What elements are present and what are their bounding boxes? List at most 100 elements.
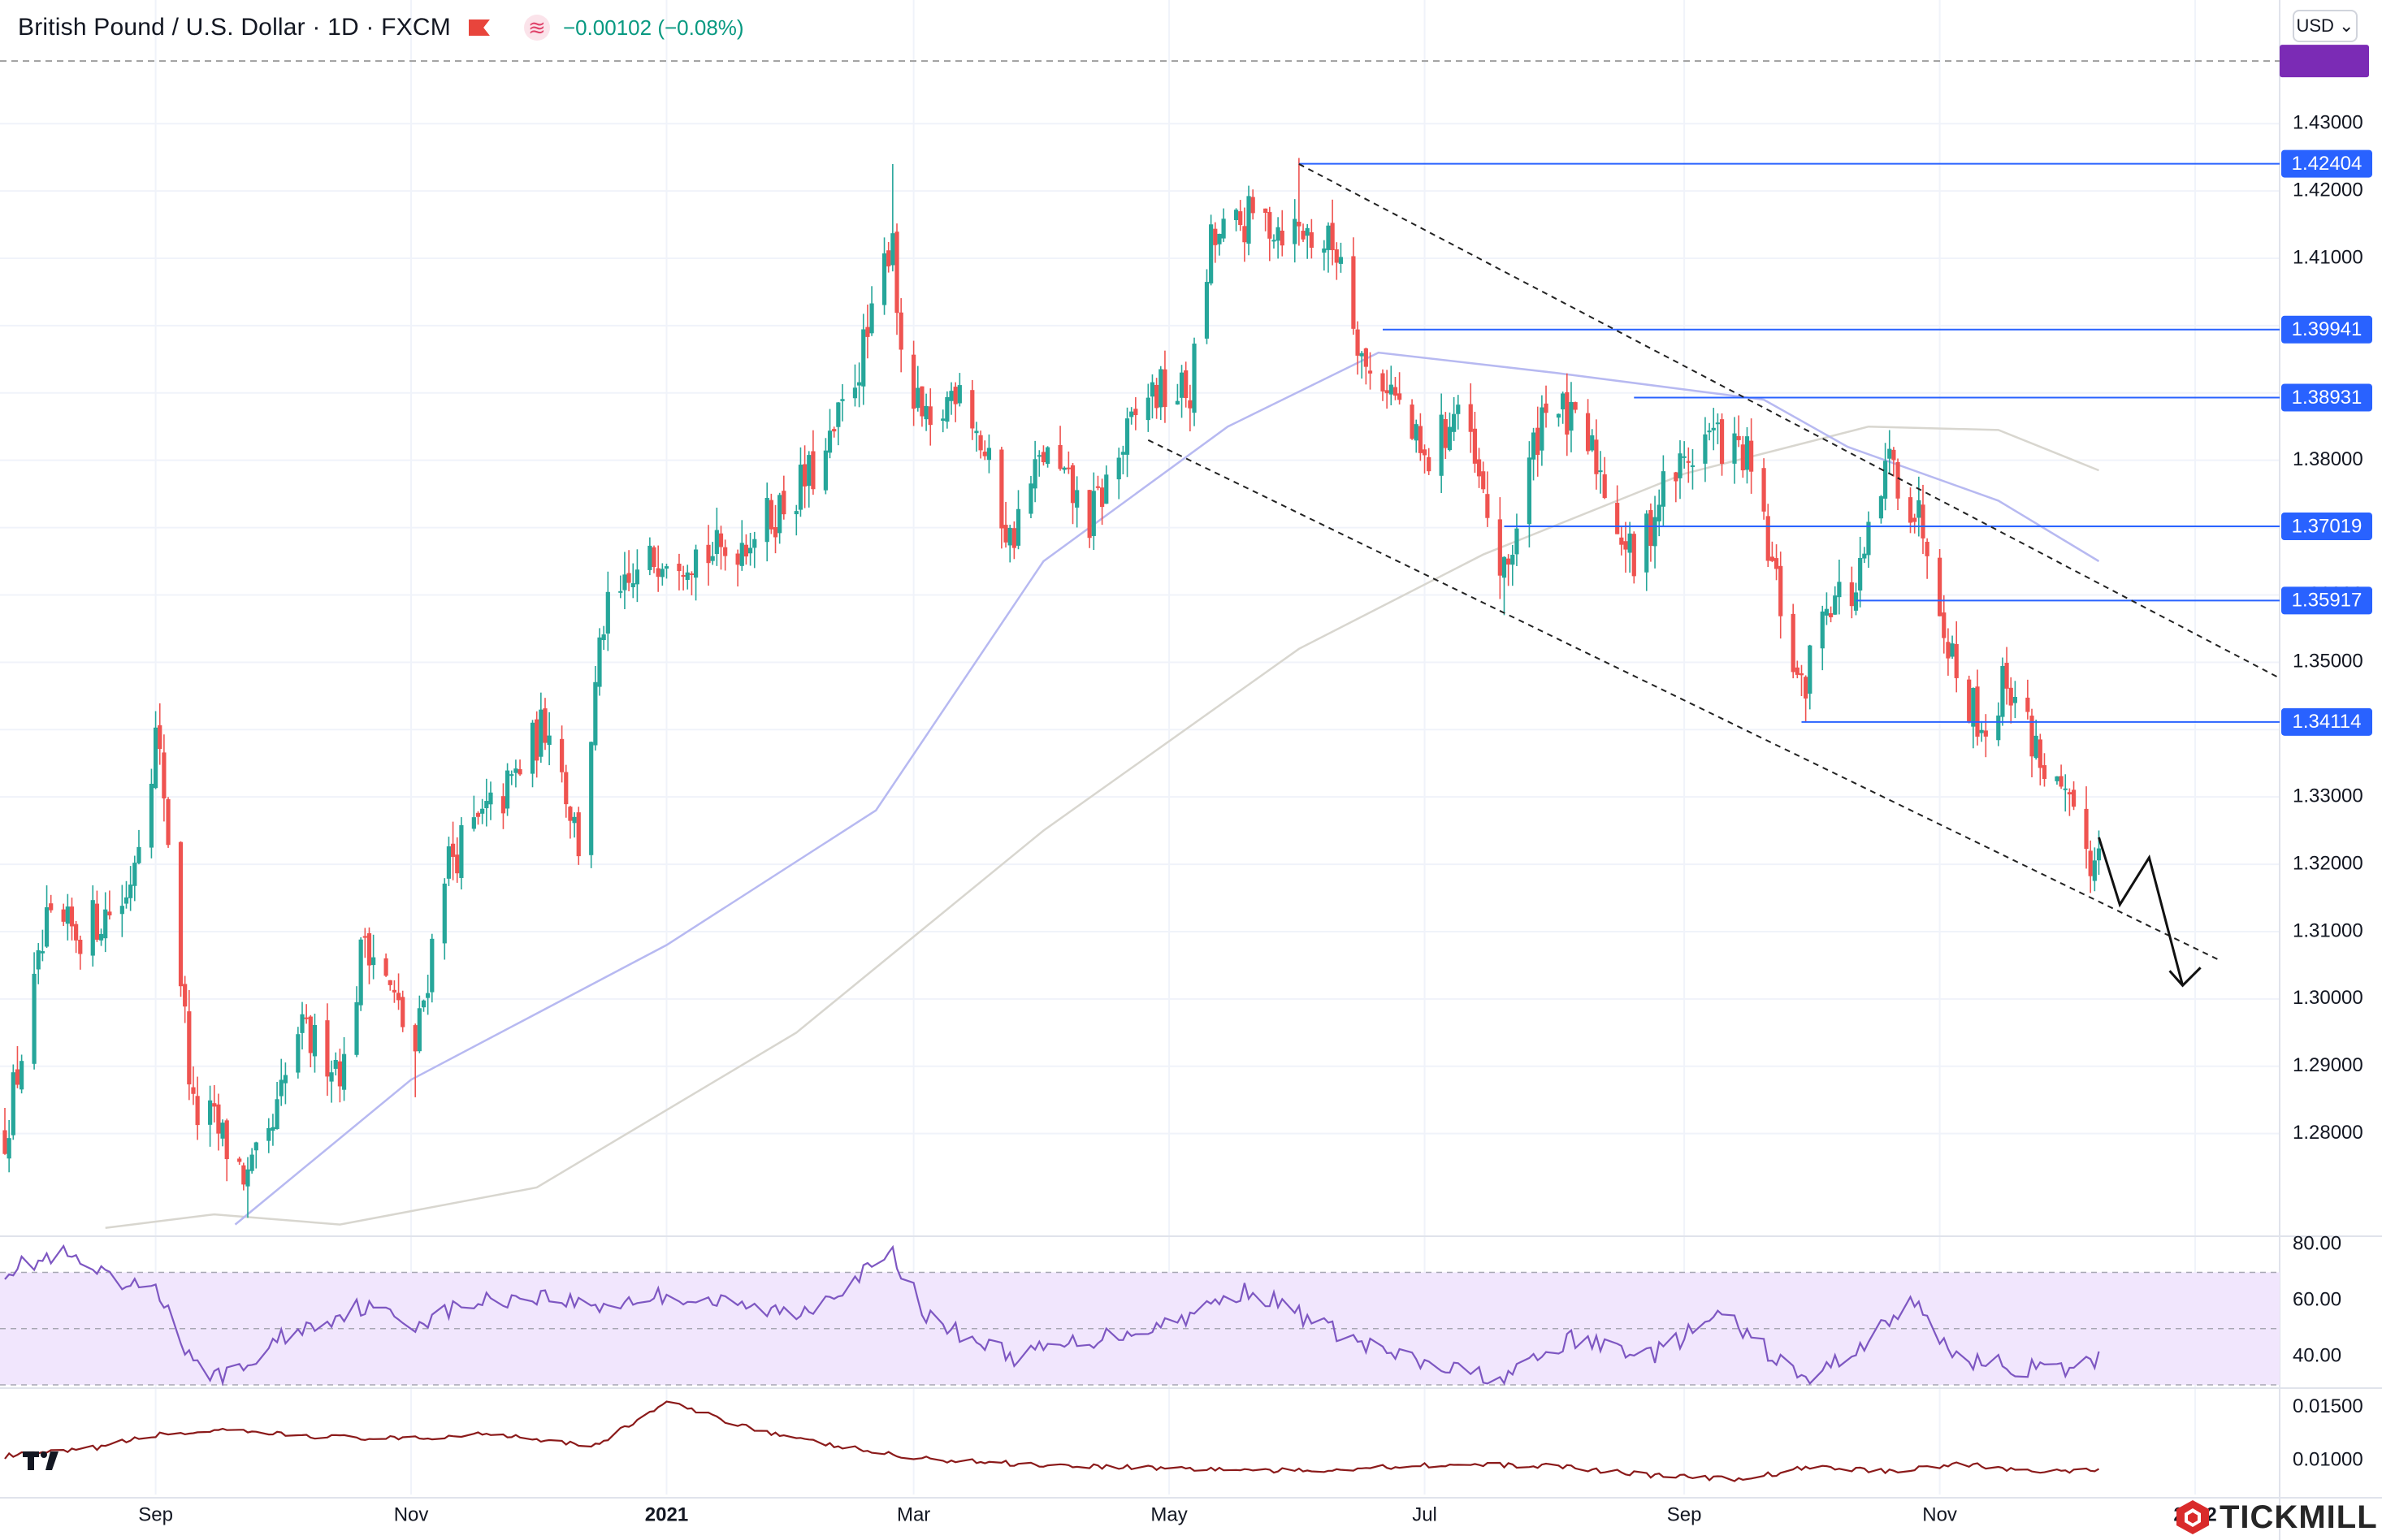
- candle-body[interactable]: [2004, 663, 2009, 689]
- candle-body[interactable]: [1967, 679, 1972, 722]
- candle-body[interactable]: [2038, 739, 2042, 768]
- candle-body[interactable]: [178, 841, 184, 987]
- candle-body[interactable]: [1330, 223, 1335, 250]
- candle-body[interactable]: [253, 1142, 258, 1151]
- candle-body[interactable]: [509, 774, 514, 776]
- candle-body[interactable]: [6, 1138, 11, 1159]
- candle-body[interactable]: [739, 543, 744, 566]
- candle-body[interactable]: [1887, 448, 1892, 459]
- candle-body[interactable]: [421, 1000, 427, 1008]
- candle-body[interactable]: [1703, 434, 1708, 464]
- candle-body[interactable]: [61, 909, 66, 922]
- candle-body[interactable]: [1238, 211, 1243, 226]
- candle-body[interactable]: [94, 903, 100, 940]
- candle-body[interactable]: [304, 1017, 309, 1019]
- candle-body[interactable]: [1163, 369, 1167, 407]
- candle-body[interactable]: [119, 906, 124, 915]
- wave-icon[interactable]: ≋: [523, 15, 550, 41]
- candle-body[interactable]: [78, 939, 83, 954]
- candle-body[interactable]: [1011, 528, 1016, 548]
- candle-body[interactable]: [1045, 447, 1050, 465]
- candle-body[interactable]: [920, 386, 925, 417]
- candle-body[interactable]: [982, 452, 987, 456]
- time-axis[interactable]: SepNov2021MarMayJulSepNov2022: [138, 1503, 2217, 1525]
- candle-body[interactable]: [957, 385, 962, 404]
- candle-body[interactable]: [1016, 508, 1021, 546]
- candle-body[interactable]: [861, 329, 866, 387]
- candle-body[interactable]: [459, 824, 464, 878]
- candle-body[interactable]: [916, 387, 920, 409]
- candle-body[interactable]: [886, 250, 891, 266]
- candle-body[interactable]: [1384, 390, 1389, 394]
- candle-body[interactable]: [1359, 353, 1364, 357]
- candle-body[interactable]: [836, 402, 841, 427]
- candle-body[interactable]: [1657, 504, 1661, 521]
- candle-body[interactable]: [312, 1024, 318, 1057]
- candle-body[interactable]: [396, 993, 401, 1001]
- candle-body[interactable]: [1481, 471, 1486, 490]
- candle-body[interactable]: [869, 303, 874, 334]
- candle-body[interactable]: [589, 742, 594, 855]
- candle-body[interactable]: [224, 1120, 229, 1160]
- candle-body[interactable]: [1686, 461, 1691, 463]
- candle-body[interactable]: [1535, 427, 1540, 455]
- candle-body[interactable]: [1355, 329, 1360, 356]
- candle-body[interactable]: [798, 465, 803, 510]
- candle-body[interactable]: [782, 491, 786, 515]
- candle-body[interactable]: [2042, 765, 2047, 779]
- candle-body[interactable]: [392, 989, 397, 993]
- candle-body[interactable]: [366, 932, 372, 966]
- symbol-title[interactable]: British Pound / U.S. Dollar · 1D · FXCM: [18, 14, 451, 41]
- candle-body[interactable]: [2096, 848, 2102, 861]
- candle-body[interactable]: [1388, 384, 1393, 395]
- candle-body[interactable]: [1715, 422, 1720, 425]
- candle-body[interactable]: [2025, 697, 2030, 712]
- candle-body[interactable]: [1510, 555, 1515, 565]
- candle-body[interactable]: [1971, 688, 1976, 727]
- candle-body[interactable]: [430, 938, 435, 993]
- candle-body[interactable]: [518, 769, 522, 775]
- candle-body[interactable]: [1569, 401, 1574, 431]
- candle-body[interactable]: [752, 539, 757, 548]
- candle-body[interactable]: [1594, 439, 1599, 474]
- candle-body[interactable]: [626, 573, 631, 583]
- candle-body[interactable]: [1422, 449, 1427, 456]
- candle-body[interactable]: [1938, 557, 1942, 616]
- candle-body[interactable]: [1301, 231, 1306, 240]
- candle-body[interactable]: [2029, 716, 2034, 757]
- candle-body[interactable]: [1678, 453, 1683, 478]
- candle-body[interactable]: [1217, 233, 1222, 244]
- candle-body[interactable]: [630, 583, 635, 587]
- candle-body[interactable]: [865, 327, 870, 337]
- candle-body[interactable]: [15, 1069, 20, 1085]
- candle-body[interactable]: [2067, 792, 2072, 795]
- candle-body[interactable]: [1565, 391, 1570, 435]
- candle-body[interactable]: [283, 1075, 288, 1084]
- candle-body[interactable]: [74, 924, 79, 941]
- candle-body[interactable]: [1100, 487, 1105, 508]
- candle-body[interactable]: [1828, 612, 1834, 617]
- candle-body[interactable]: [1066, 467, 1071, 469]
- candle-body[interactable]: [484, 801, 489, 808]
- candle-body[interactable]: [275, 1099, 279, 1130]
- candle-body[interactable]: [568, 807, 573, 821]
- candle-body[interactable]: [123, 897, 129, 904]
- candle-body[interactable]: [1561, 393, 1566, 409]
- candle-body[interactable]: [1204, 282, 1210, 339]
- candle-body[interactable]: [1242, 226, 1247, 243]
- candle-body[interactable]: [1791, 613, 1795, 673]
- candle-body[interactable]: [807, 455, 812, 487]
- candle-body[interactable]: [1544, 403, 1548, 413]
- candle-body[interactable]: [764, 498, 769, 543]
- candle-body[interactable]: [1573, 402, 1578, 410]
- forecast-arrowhead[interactable]: [2168, 967, 2202, 988]
- candle-body[interactable]: [857, 382, 862, 386]
- candle-body[interactable]: [827, 430, 833, 453]
- candle-body[interactable]: [245, 1169, 250, 1187]
- candle-body[interactable]: [2063, 788, 2068, 790]
- candle-body[interactable]: [1075, 490, 1080, 508]
- candle-body[interactable]: [912, 354, 916, 409]
- candle-body[interactable]: [803, 464, 808, 487]
- candle-body[interactable]: [547, 735, 552, 746]
- candle-body[interactable]: [417, 1008, 422, 1052]
